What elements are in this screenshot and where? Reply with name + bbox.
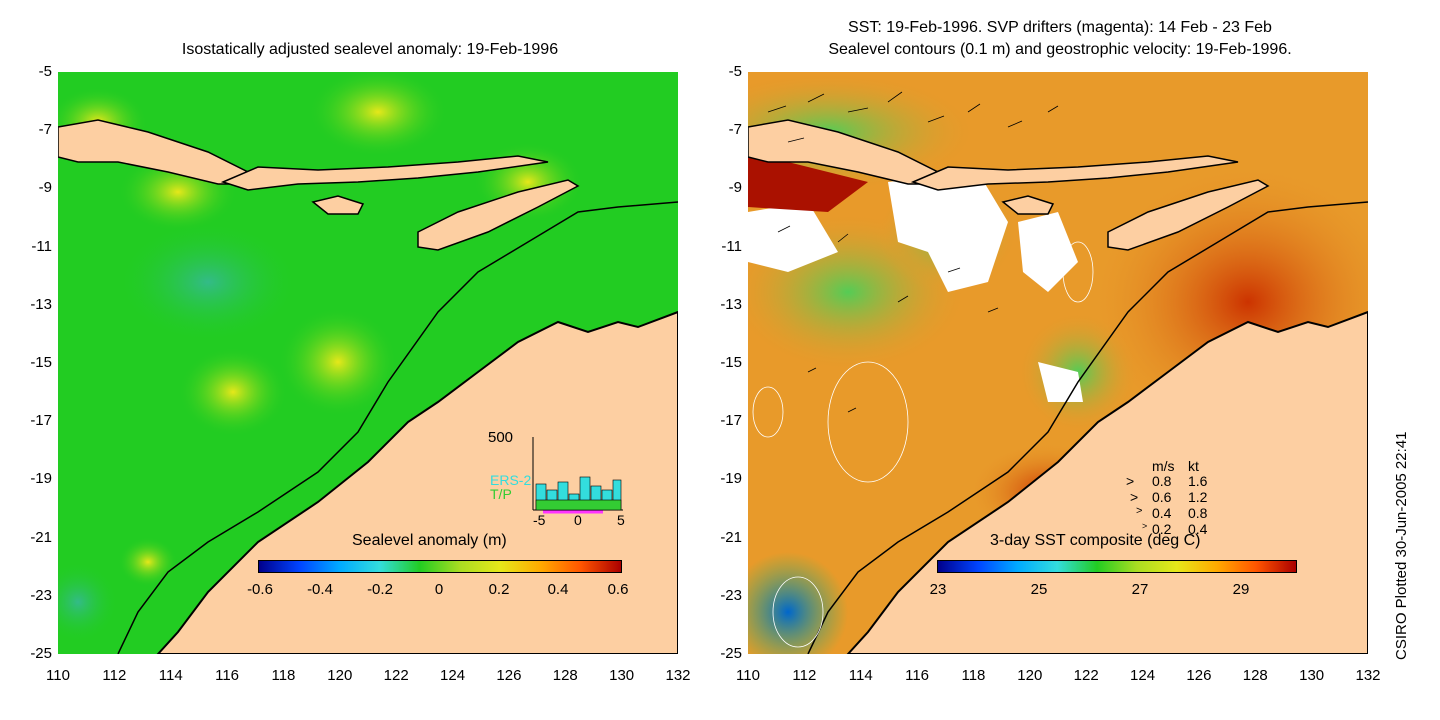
right-colorbar bbox=[937, 560, 1297, 573]
velocity-legend-header-ms: m/s bbox=[1152, 458, 1175, 474]
velocity-legend-ms: 0.4 bbox=[1152, 505, 1172, 521]
x-axis-tick-label: 110 bbox=[46, 667, 70, 684]
y-axis-tick-label: -19 bbox=[30, 470, 52, 488]
y-axis-tick-label: -5 bbox=[38, 63, 52, 80]
right-colorbar-tick: 27 bbox=[1131, 581, 1149, 598]
y-axis-tick-label: -25 bbox=[30, 645, 52, 662]
left-map-title: Isostatically adjusted sealevel anomaly:… bbox=[181, 41, 559, 58]
x-axis-tick-label: 132 bbox=[1355, 667, 1381, 684]
x-axis-tick-label: 126 bbox=[496, 667, 522, 684]
left-colorbar-tick: -0.6 bbox=[247, 581, 273, 598]
y-axis-tick-label: -15 bbox=[720, 354, 742, 371]
histogram-xtick: 0 bbox=[574, 512, 582, 528]
right-colorbar-tick: 25 bbox=[1030, 581, 1048, 598]
y-axis-tick-label: -13 bbox=[30, 295, 52, 313]
velocity-legend-arrow-icon: > bbox=[1126, 473, 1135, 489]
y-axis-tick-label: -15 bbox=[30, 354, 52, 371]
x-axis-tick-label: 118 bbox=[961, 667, 986, 684]
x-axis-tick-label: 110 bbox=[736, 667, 760, 684]
left-colorbar bbox=[258, 560, 622, 573]
velocity-legend-kt: 0.8 bbox=[1188, 505, 1208, 521]
plot-timestamp-caption: CSIRO Plotted 30-Jun-2005 22:41 bbox=[1393, 431, 1410, 660]
y-axis-tick-label: -11 bbox=[721, 237, 742, 255]
right-map-title-line2: Sealevel contours (0.1 m) and geostrophi… bbox=[828, 41, 1292, 58]
histogram-inset bbox=[532, 437, 623, 514]
x-axis-tick-label: 120 bbox=[1017, 667, 1043, 684]
x-axis-tick-label: 130 bbox=[609, 667, 635, 684]
y-axis-tick-label: -21 bbox=[720, 528, 742, 546]
y-axis-tick-label: -9 bbox=[38, 179, 52, 197]
y-axis-tick-label: -9 bbox=[728, 179, 742, 197]
y-axis-tick-label: -11 bbox=[31, 237, 52, 255]
right-map-title-line1: SST: 19-Feb-1996. SVP drifters (magenta)… bbox=[848, 19, 1272, 36]
x-axis-tick-label: 132 bbox=[665, 667, 691, 684]
y-axis-tick-label: -23 bbox=[720, 586, 742, 604]
left-colorbar-tick: 0.4 bbox=[547, 581, 569, 598]
y-axis-tick-label: -7 bbox=[38, 121, 52, 139]
velocity-legend-kt: 0.4 bbox=[1188, 521, 1208, 537]
velocity-legend-ms: 0.8 bbox=[1152, 473, 1172, 489]
y-axis-tick-label: -23 bbox=[30, 586, 52, 604]
y-axis-tick-label: -5 bbox=[728, 63, 742, 80]
right-colorbar-tick: 23 bbox=[929, 581, 947, 598]
x-axis-tick-label: 118 bbox=[271, 667, 296, 684]
histogram-ymax-label: 500 bbox=[488, 429, 514, 446]
x-axis-tick-label: 130 bbox=[1299, 667, 1325, 684]
x-axis-tick-label: 128 bbox=[552, 667, 578, 684]
velocity-legend-ms: 0.6 bbox=[1152, 489, 1172, 505]
x-axis-tick-label: 124 bbox=[440, 667, 466, 684]
sealevel-anomaly-map bbox=[58, 72, 678, 654]
y-axis-tick-label: -25 bbox=[720, 645, 742, 662]
x-axis-tick-label: 128 bbox=[1242, 667, 1268, 684]
x-axis-tick-label: 114 bbox=[158, 667, 183, 684]
left-colorbar-tick: 0 bbox=[434, 581, 444, 598]
histogram-series-label-ers2: ERS-2 bbox=[490, 472, 532, 488]
right-colorbar-label: 3-day SST composite (deg C) bbox=[990, 532, 1201, 549]
left-colorbar-tick: 0.6 bbox=[607, 581, 629, 598]
histogram-xtick: 5 bbox=[617, 512, 625, 528]
y-axis-tick-label: -17 bbox=[720, 412, 742, 430]
y-axis-tick-label: -7 bbox=[728, 121, 742, 139]
velocity-legend-header-kt: kt bbox=[1188, 458, 1199, 474]
right-colorbar-tick: 29 bbox=[1232, 581, 1250, 598]
x-axis-tick-label: 126 bbox=[1186, 667, 1212, 684]
left-colorbar-tick: -0.4 bbox=[307, 581, 333, 598]
left-colorbar-tick: 0.2 bbox=[488, 581, 510, 598]
velocity-legend-kt: 1.6 bbox=[1188, 473, 1208, 489]
x-axis-tick-label: 116 bbox=[215, 667, 240, 684]
x-axis-tick-label: 114 bbox=[848, 667, 873, 684]
y-axis-tick-label: -19 bbox=[720, 470, 742, 488]
x-axis-tick-label: 122 bbox=[1073, 667, 1099, 684]
histogram-xtick: -5 bbox=[533, 512, 546, 528]
x-axis-tick-label: 116 bbox=[905, 667, 930, 684]
velocity-legend-arrow-icon: > bbox=[1130, 489, 1139, 505]
x-axis-tick-label: 112 bbox=[792, 667, 817, 684]
velocity-legend-arrow-icon: > bbox=[1142, 521, 1148, 531]
y-axis-tick-label: -21 bbox=[30, 528, 52, 546]
x-axis-tick-label: 124 bbox=[1130, 667, 1156, 684]
histogram-series-label-tp: T/P bbox=[490, 486, 512, 502]
x-axis-tick-label: 112 bbox=[102, 667, 127, 684]
left-colorbar-tick: -0.2 bbox=[367, 581, 393, 598]
velocity-legend-kt: 1.2 bbox=[1188, 489, 1208, 505]
left-colorbar-label: Sealevel anomaly (m) bbox=[352, 532, 507, 549]
y-axis-tick-label: -17 bbox=[30, 412, 52, 430]
y-axis-tick-label: -13 bbox=[720, 295, 742, 313]
x-axis-tick-label: 120 bbox=[327, 667, 353, 684]
velocity-legend-ms: 0.2 bbox=[1152, 521, 1172, 537]
velocity-legend-arrow-icon: > bbox=[1136, 505, 1143, 517]
x-axis-tick-label: 122 bbox=[383, 667, 409, 684]
